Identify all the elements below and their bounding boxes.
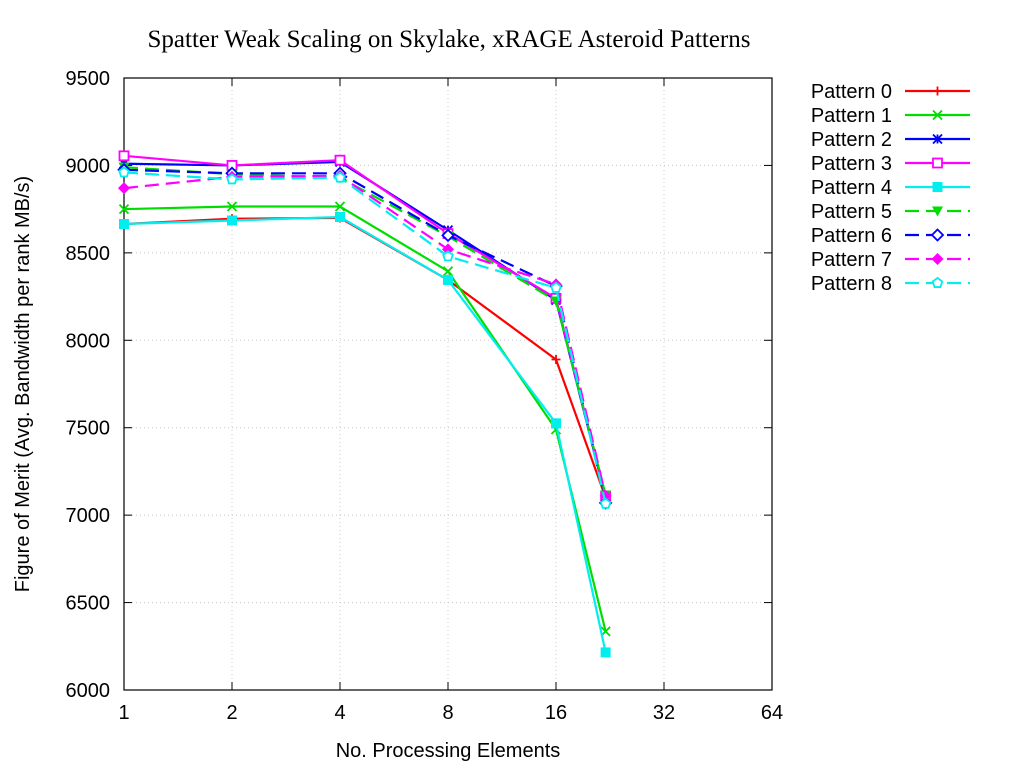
data-point bbox=[933, 86, 942, 96]
legend-label: Pattern 4 bbox=[811, 177, 892, 199]
data-point bbox=[550, 281, 562, 293]
legend-entry: Pattern 2 bbox=[811, 129, 970, 151]
x-tick-label: 16 bbox=[545, 702, 567, 724]
y-tick-label: 6000 bbox=[66, 680, 111, 702]
legend-entry: Pattern 3 bbox=[811, 153, 970, 175]
legend-label: Pattern 6 bbox=[811, 225, 892, 247]
series-pattern-8 bbox=[118, 166, 612, 509]
legend-label: Pattern 7 bbox=[811, 249, 892, 271]
data-point bbox=[551, 355, 561, 365]
legend-entry: Pattern 7 bbox=[811, 249, 970, 271]
series-line bbox=[123, 216, 607, 499]
series-line bbox=[123, 205, 607, 632]
series-line bbox=[123, 166, 607, 496]
chart-title: Spatter Weak Scaling on Skylake, xRAGE A… bbox=[148, 26, 751, 53]
data-point bbox=[443, 274, 453, 285]
legend-entry: Pattern 5 bbox=[811, 201, 970, 223]
data-point bbox=[118, 166, 130, 178]
data-point bbox=[441, 228, 455, 243]
grid bbox=[124, 78, 772, 690]
data-point bbox=[932, 133, 943, 145]
data-point bbox=[226, 201, 238, 212]
data-point bbox=[599, 497, 612, 509]
data-point bbox=[930, 228, 945, 242]
y-axis-label: Figure of Merit (Avg. Bandwidth per rank… bbox=[12, 176, 34, 592]
data-point bbox=[932, 206, 943, 217]
legend-label: Pattern 8 bbox=[811, 273, 892, 295]
data-point bbox=[335, 212, 345, 223]
series-pattern-3 bbox=[118, 150, 612, 502]
data-point bbox=[119, 219, 129, 230]
x-axis-label: No. Processing Elements bbox=[336, 740, 561, 762]
series-pattern-2 bbox=[118, 156, 611, 503]
data-point bbox=[551, 418, 561, 429]
legend-entry: Pattern 1 bbox=[811, 105, 970, 127]
legend-label: Pattern 5 bbox=[811, 201, 892, 223]
series-line bbox=[123, 160, 607, 498]
data-point bbox=[931, 253, 944, 265]
y-tick-label: 6500 bbox=[66, 593, 111, 615]
data-point bbox=[442, 266, 454, 277]
series-group bbox=[117, 150, 613, 658]
series-pattern-4 bbox=[119, 212, 611, 658]
data-point bbox=[600, 647, 611, 658]
data-point bbox=[118, 182, 130, 195]
data-point bbox=[932, 157, 943, 169]
legend-label: Pattern 3 bbox=[811, 153, 892, 175]
legend-label: Pattern 2 bbox=[811, 129, 892, 151]
y-tick-label: 9000 bbox=[66, 155, 111, 177]
axis-ticks: 1 2 4 8 16 32 64 6000 6500 7000 7500 8000 8500 9000 95… bbox=[66, 68, 784, 724]
legend-entry: Pattern 0 bbox=[811, 81, 970, 103]
data-point bbox=[118, 204, 130, 215]
series-line bbox=[123, 168, 607, 504]
y-tick-label: 7500 bbox=[66, 418, 111, 440]
y-tick-label: 8500 bbox=[66, 243, 111, 265]
series-pattern-1 bbox=[118, 201, 611, 637]
series-line bbox=[123, 215, 607, 653]
series-pattern-6 bbox=[117, 163, 613, 510]
data-point bbox=[442, 250, 454, 262]
data-point bbox=[442, 243, 454, 256]
data-point bbox=[932, 109, 943, 121]
series-pattern-0 bbox=[119, 213, 611, 503]
series-line bbox=[123, 171, 607, 505]
legend-entry: Pattern 4 bbox=[811, 177, 970, 199]
x-tick-label: 64 bbox=[761, 702, 783, 724]
x-tick-label: 32 bbox=[653, 702, 675, 724]
series-pattern-5 bbox=[118, 162, 612, 501]
x-tick-label: 4 bbox=[334, 702, 345, 724]
data-point bbox=[334, 201, 346, 212]
x-tick-label: 2 bbox=[226, 702, 237, 724]
legend-entry: Pattern 6 bbox=[811, 225, 970, 247]
data-point bbox=[932, 182, 943, 192]
x-tick-label: 1 bbox=[118, 702, 129, 724]
data-point bbox=[334, 154, 346, 166]
data-point bbox=[227, 215, 237, 226]
data-point bbox=[118, 150, 130, 162]
data-point bbox=[334, 171, 346, 183]
x-tick-label: 8 bbox=[442, 702, 453, 724]
y-tick-label: 9500 bbox=[66, 68, 111, 90]
legend-label: Pattern 0 bbox=[811, 81, 892, 103]
y-tick-label: 8000 bbox=[66, 330, 111, 352]
series-line bbox=[123, 174, 607, 497]
y-tick-label: 7000 bbox=[66, 505, 111, 527]
data-point bbox=[931, 276, 944, 288]
legend-label: Pattern 1 bbox=[811, 105, 892, 127]
legend-entry: Pattern 8 bbox=[811, 273, 970, 295]
data-point bbox=[226, 173, 238, 185]
